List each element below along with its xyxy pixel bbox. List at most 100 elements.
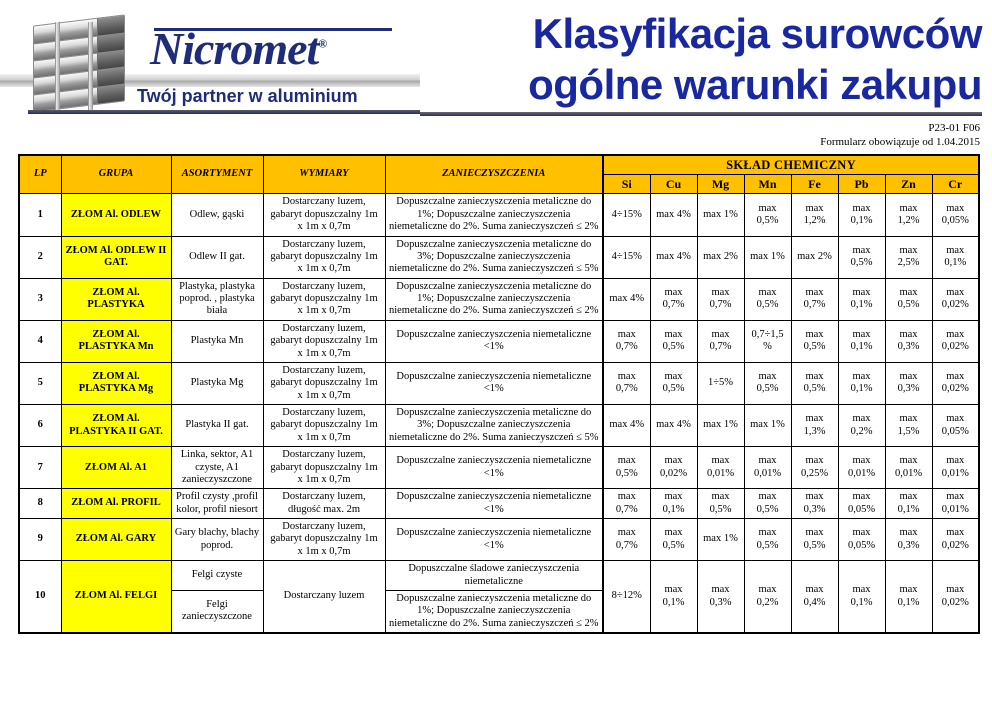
cell-lp: 2 [18,235,62,279]
cell-chem-fe: max 0,7% [790,277,839,321]
table-body: 1 ZŁOM Al. ODLEW Odlew, gąski Dostarczan… [18,193,980,634]
cell-chem-mg: max 0,5% [696,488,745,520]
cell-chem-mg: max 0,3% [696,560,745,634]
cell-asortyment-a: Felgi czyste [170,560,264,591]
cell-asortyment: Gary blachy, blachy poprod. [170,518,264,562]
cell-grupa: ZŁOM Al. ODLEW II GAT. [60,235,172,279]
cell-chem-cr: max 0,01% [931,446,980,490]
cell-asortyment: Plastyka, plastyka poprod. , plastyka bi… [170,277,264,321]
cell-grupa: ZŁOM Al. GARY [60,518,172,562]
cell-chem-si: max 4% [602,277,651,321]
cell-chem-zn: max 2,5% [884,235,933,279]
wordmark-text: Nicromet [150,23,319,74]
cell-chem-zn: max 0,3% [884,518,933,562]
wordmark-overbar [154,28,392,31]
table-row: 3 ZŁOM Al. PLASTYKA Plastyka, plastyka p… [18,277,980,321]
col-header-element-mg: Mg [696,174,745,195]
registered-mark-icon: ® [318,36,327,51]
cell-chem-cu: max 0,5% [649,319,698,363]
cell-chem-cr: max 0,02% [931,518,980,562]
cell-chem-mn: max 0,5% [743,193,792,237]
cell-wymiary: Dostarczany luzem, gabaryt dopuszczalny … [262,446,386,490]
cell-chem-pb: max 0,05% [837,518,886,562]
col-header-element-cu: Cu [649,174,698,195]
cell-chem-si: 8÷12% [602,560,651,634]
col-header-grupa: GRUPA [60,153,172,195]
cell-grupa: ZŁOM Al. PLASTYKA Mn [60,319,172,363]
cell-chem-cu: max 0,1% [649,560,698,634]
table-row: 5 ZŁOM Al. PLASTYKA Mg Plastyka Mg Dosta… [18,361,980,406]
cell-lp: 6 [18,404,62,448]
cell-chem-zn: max 0,3% [884,361,933,406]
page-title-line-2: ogólne warunki zakupu [528,61,982,109]
cell-asortyment: Plastyka Mg [170,361,264,406]
cell-wymiary: Dostarczany luzem, gabaryt dopuszczalny … [262,518,386,562]
cell-asortyment: Odlew, gąski [170,193,264,237]
cell-chem-cu: max 4% [649,235,698,279]
table-row: 4 ZŁOM Al. PLASTYKA Mn Plastyka Mn Dosta… [18,319,980,363]
cell-lp: 7 [18,446,62,490]
cell-chem-si: 4÷15% [602,235,651,279]
cell-chem-cr: max 0,01% [931,488,980,520]
cell-chem-zn: max 0,1% [884,488,933,520]
aluminium-ingot-stack-icon [33,14,133,113]
cell-chem-fe: max 0,5% [790,319,839,363]
cell-chem-mg: max 2% [696,235,745,279]
cell-chem-si: 4÷15% [602,193,651,237]
cell-grupa: ZŁOM Al. PROFIL [60,488,172,520]
document-header: Nicromet® Twój partner w aluminium Klasy… [0,0,992,120]
cell-chem-mn: max 1% [743,235,792,279]
cell-wymiary: Dostarczany luzem, gabaryt dopuszczalny … [262,277,386,321]
cell-chem-cr: max 0,1% [931,235,980,279]
col-header-element-mn: Mn [743,174,792,195]
cell-chem-mg: 1÷5% [696,361,745,406]
table-row: 10 ZŁOM Al. FELGI Felgi czyste Dostarcza… [18,560,980,634]
company-logo: Nicromet® Twój partner w aluminium [0,0,420,118]
cell-chem-pb: max 0,1% [837,560,886,634]
cell-zanieczyszczenia: Dopuszczalne zanieczyszczenia niemetalic… [384,446,604,490]
table-row: 1 ZŁOM Al. ODLEW Odlew, gąski Dostarczan… [18,193,980,237]
cell-chem-zn: max 1,2% [884,193,933,237]
specification-table: LP GRUPA ASORTYMENT WYMIARY ZANIECZYSZCZ… [18,153,980,635]
cell-chem-si: max 0,5% [602,446,651,490]
page-title-line-1: Klasyfikacja surowców [532,10,983,57]
cell-chem-pb: max 0,1% [837,361,886,406]
cell-asortyment: Linka, sektor, A1 czyste, A1 zanieczyszc… [170,446,264,490]
cell-chem-mg: max 0,7% [696,277,745,321]
cell-chem-mn: max 1% [743,404,792,448]
cell-zanieczyszczenia: Dopuszczalne zanieczyszczenia metaliczne… [384,404,604,448]
cell-chem-fe: max 0,4% [790,560,839,634]
cell-asortyment: Plastyka II gat. [170,404,264,448]
cell-chem-fe: max 0,3% [790,488,839,520]
cell-wymiary: Dostarczany luzem, gabaryt dopuszczalny … [262,361,386,406]
cell-chem-mn: 0,7÷1,5 % [743,319,792,363]
table-row: 8 ZŁOM Al. PROFIL Profil czysty ,profil … [18,488,980,520]
cell-chem-cu: max 0,5% [649,518,698,562]
document-titles: Klasyfikacja surowców ogólne warunki zak… [420,0,992,117]
cell-lp: 4 [18,319,62,363]
cell-wymiary: Dostarczany luzem, długość max. 2m [262,488,386,520]
cell-zanieczyszczenia: Dopuszczalne zanieczyszczenia niemetalic… [384,319,604,363]
col-header-element-pb: Pb [837,174,886,195]
cell-wymiary: Dostarczany luzem [262,560,386,634]
cell-lp: 3 [18,277,62,321]
cell-chem-si: max 0,7% [602,361,651,406]
cell-zanieczyszczenia-a: Dopuszczalne śladowe zanieczyszczenia ni… [384,560,604,591]
cell-asortyment: Plastyka Mn [170,319,264,363]
cell-chem-si: max 4% [602,404,651,448]
cell-chem-si: max 0,7% [602,518,651,562]
cell-chem-zn: max 0,01% [884,446,933,490]
cell-chem-cr: max 0,05% [931,193,980,237]
cell-grupa: ZŁOM Al. FELGI [60,560,172,634]
cell-chem-mn: max 0,5% [743,518,792,562]
cell-chem-zn: max 0,1% [884,560,933,634]
table-row: 9 ZŁOM Al. GARY Gary blachy, blachy popr… [18,518,980,562]
cell-chem-fe: max 0,25% [790,446,839,490]
cell-chem-fe: max 2% [790,235,839,279]
table-row: 6 ZŁOM Al. PLASTYKA II GAT. Plastyka II … [18,404,980,448]
cell-zanieczyszczenia: Dopuszczalne zanieczyszczenia metaliczne… [384,277,604,321]
col-header-element-zn: Zn [884,174,933,195]
cell-chem-mg: max 1% [696,404,745,448]
cell-zanieczyszczenia: Dopuszczalne zanieczyszczenia metaliczne… [384,193,604,237]
